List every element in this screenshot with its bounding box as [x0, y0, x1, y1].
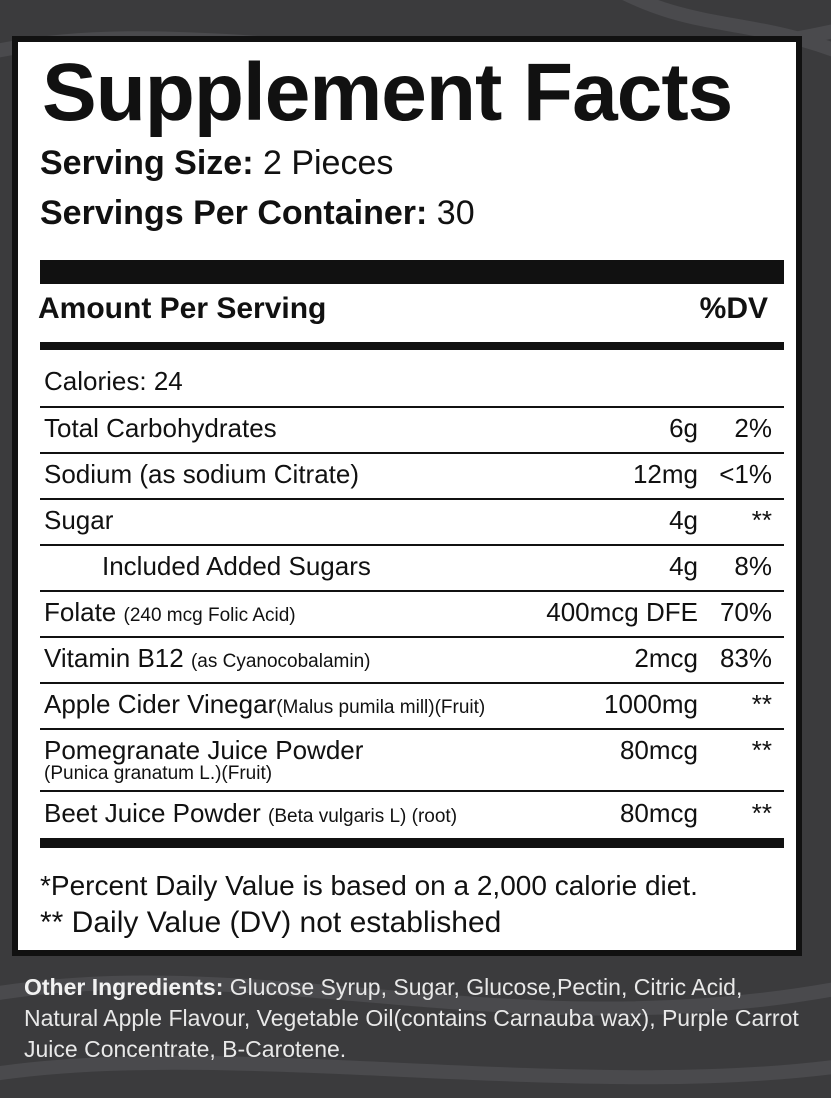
nutrient-row-total-carbohydrates: Total Carbohydrates 6g 2%	[40, 415, 784, 459]
nutrient-name: Pomegranate Juice Powder	[44, 735, 364, 765]
nutrient-name: Apple Cider Vinegar	[44, 689, 277, 719]
nutrient-name-group: Apple Cider Vinegar(Malus pumila mill)(F…	[44, 691, 485, 717]
nutrient-name-group: Folate (240 mcg Folic Acid)	[44, 599, 296, 625]
nutrient-name-group: Beet Juice Powder (Beta vulgaris L) (roo…	[44, 800, 457, 826]
nutrient-dv: 70%	[719, 597, 772, 627]
nutrient-dv: <1%	[719, 459, 772, 489]
footnote-dv-not-established: ** Daily Value (DV) not established	[40, 906, 502, 939]
row-divider	[40, 682, 784, 684]
thick-divider-bottom	[40, 838, 784, 848]
nutrient-row-sodium: Sodium (as sodium Citrate) 12mg <1%	[40, 461, 784, 505]
nutrient-name: Sugar	[44, 505, 114, 535]
nutrient-detail: (Malus pumila mill)(Fruit)	[276, 697, 486, 718]
nutrient-name: Vitamin B12	[44, 643, 184, 673]
nutrient-amount: 6g	[669, 413, 698, 443]
nutrient-row-folate: Folate (240 mcg Folic Acid) 400mcg DFE 7…	[40, 599, 784, 643]
nutrient-amount: 80mcg	[619, 798, 698, 828]
nutrient-row-pomegranate-juice-powder: Pomegranate Juice Powder (Punica granatu…	[40, 737, 784, 797]
nutrient-detail: (as Cyanocobalamin)	[190, 651, 371, 672]
nutrient-row-apple-cider-vinegar: Apple Cider Vinegar(Malus pumila mill)(F…	[40, 691, 784, 735]
servings-per-container-label: Servings Per Container:	[40, 194, 428, 232]
nutrient-detail: (Beta vulgaris L) (root)	[268, 806, 458, 827]
amount-per-serving-header: Amount Per Serving	[38, 292, 327, 325]
other-ingredients: Other Ingredients: Glucose Syrup, Sugar,…	[24, 972, 814, 1065]
nutrient-amount: 80mcg	[619, 735, 698, 765]
nutrient-amount: 400mcg DFE	[546, 597, 698, 627]
nutrient-dv: **	[751, 505, 772, 535]
nutrient-dv: **	[751, 798, 772, 828]
serving-size-value: 2 Pieces	[262, 144, 394, 182]
nutrient-detail: (240 mcg Folic Acid)	[123, 605, 296, 626]
nutrient-dv: **	[751, 735, 772, 765]
serving-size: Serving Size: 2 Pieces	[40, 146, 393, 180]
nutrient-amount: 12mg	[632, 459, 698, 489]
nutrient-dv: 83%	[719, 643, 772, 673]
row-divider	[40, 452, 784, 454]
row-divider	[40, 636, 784, 638]
row-divider	[40, 498, 784, 500]
medium-divider	[40, 342, 784, 350]
nutrient-amount: 4g	[669, 505, 698, 535]
row-divider	[40, 790, 784, 792]
row-divider	[40, 728, 784, 730]
servings-per-container-value: 30	[436, 194, 475, 232]
nutrient-name: Beet Juice Powder	[44, 798, 261, 828]
nutrient-name: Folate	[44, 597, 117, 627]
thick-divider-top	[40, 260, 784, 284]
row-divider	[40, 406, 784, 408]
nutrient-row-sugar: Sugar 4g **	[40, 507, 784, 551]
row-divider	[40, 590, 784, 592]
nutrient-amount: 2mcg	[634, 643, 698, 673]
nutrient-detail: (Punica granatum L.)(Fruit)	[44, 763, 273, 784]
nutrient-name: Total Carbohydrates	[44, 413, 277, 443]
nutrient-name-group: Vitamin B12 (as Cyanocobalamin)	[44, 645, 370, 671]
calories-text: Calories: 24	[44, 366, 183, 396]
other-ingredients-text: Glucose Syrup, Sugar, Glucose,Pectin, Ci…	[24, 974, 799, 1062]
dv-header: %DV	[699, 292, 768, 325]
nutrient-amount: 1000mg	[604, 689, 698, 719]
nutrient-row-added-sugars: Included Added Sugars 4g 8%	[40, 553, 784, 597]
nutrient-amount: 4g	[669, 551, 698, 581]
row-divider	[40, 544, 784, 546]
other-ingredients-label: Other Ingredients:	[24, 974, 224, 1000]
nutrient-dv: 2%	[734, 413, 772, 443]
label-title: Supplement Facts	[42, 47, 733, 138]
supplement-facts-panel: Supplement Facts Serving Size: 2 Pieces …	[12, 36, 802, 956]
nutrient-dv: 8%	[734, 551, 772, 581]
nutrient-name: Included Added Sugars	[102, 551, 371, 581]
footnote-percent-dv: *Percent Daily Value is based on a 2,000…	[40, 870, 698, 901]
nutrient-name: Sodium (as sodium Citrate)	[44, 459, 359, 489]
nutrient-dv: **	[751, 689, 772, 719]
nutrient-row-vitamin-b12: Vitamin B12 (as Cyanocobalamin) 2mcg 83%	[40, 645, 784, 689]
calories-row: Calories: 24	[40, 368, 784, 412]
servings-per-container: Servings Per Container: 30	[40, 196, 475, 230]
serving-size-label: Serving Size:	[40, 144, 254, 182]
nutrient-row-beet-juice-powder: Beet Juice Powder (Beta vulgaris L) (roo…	[40, 800, 784, 844]
